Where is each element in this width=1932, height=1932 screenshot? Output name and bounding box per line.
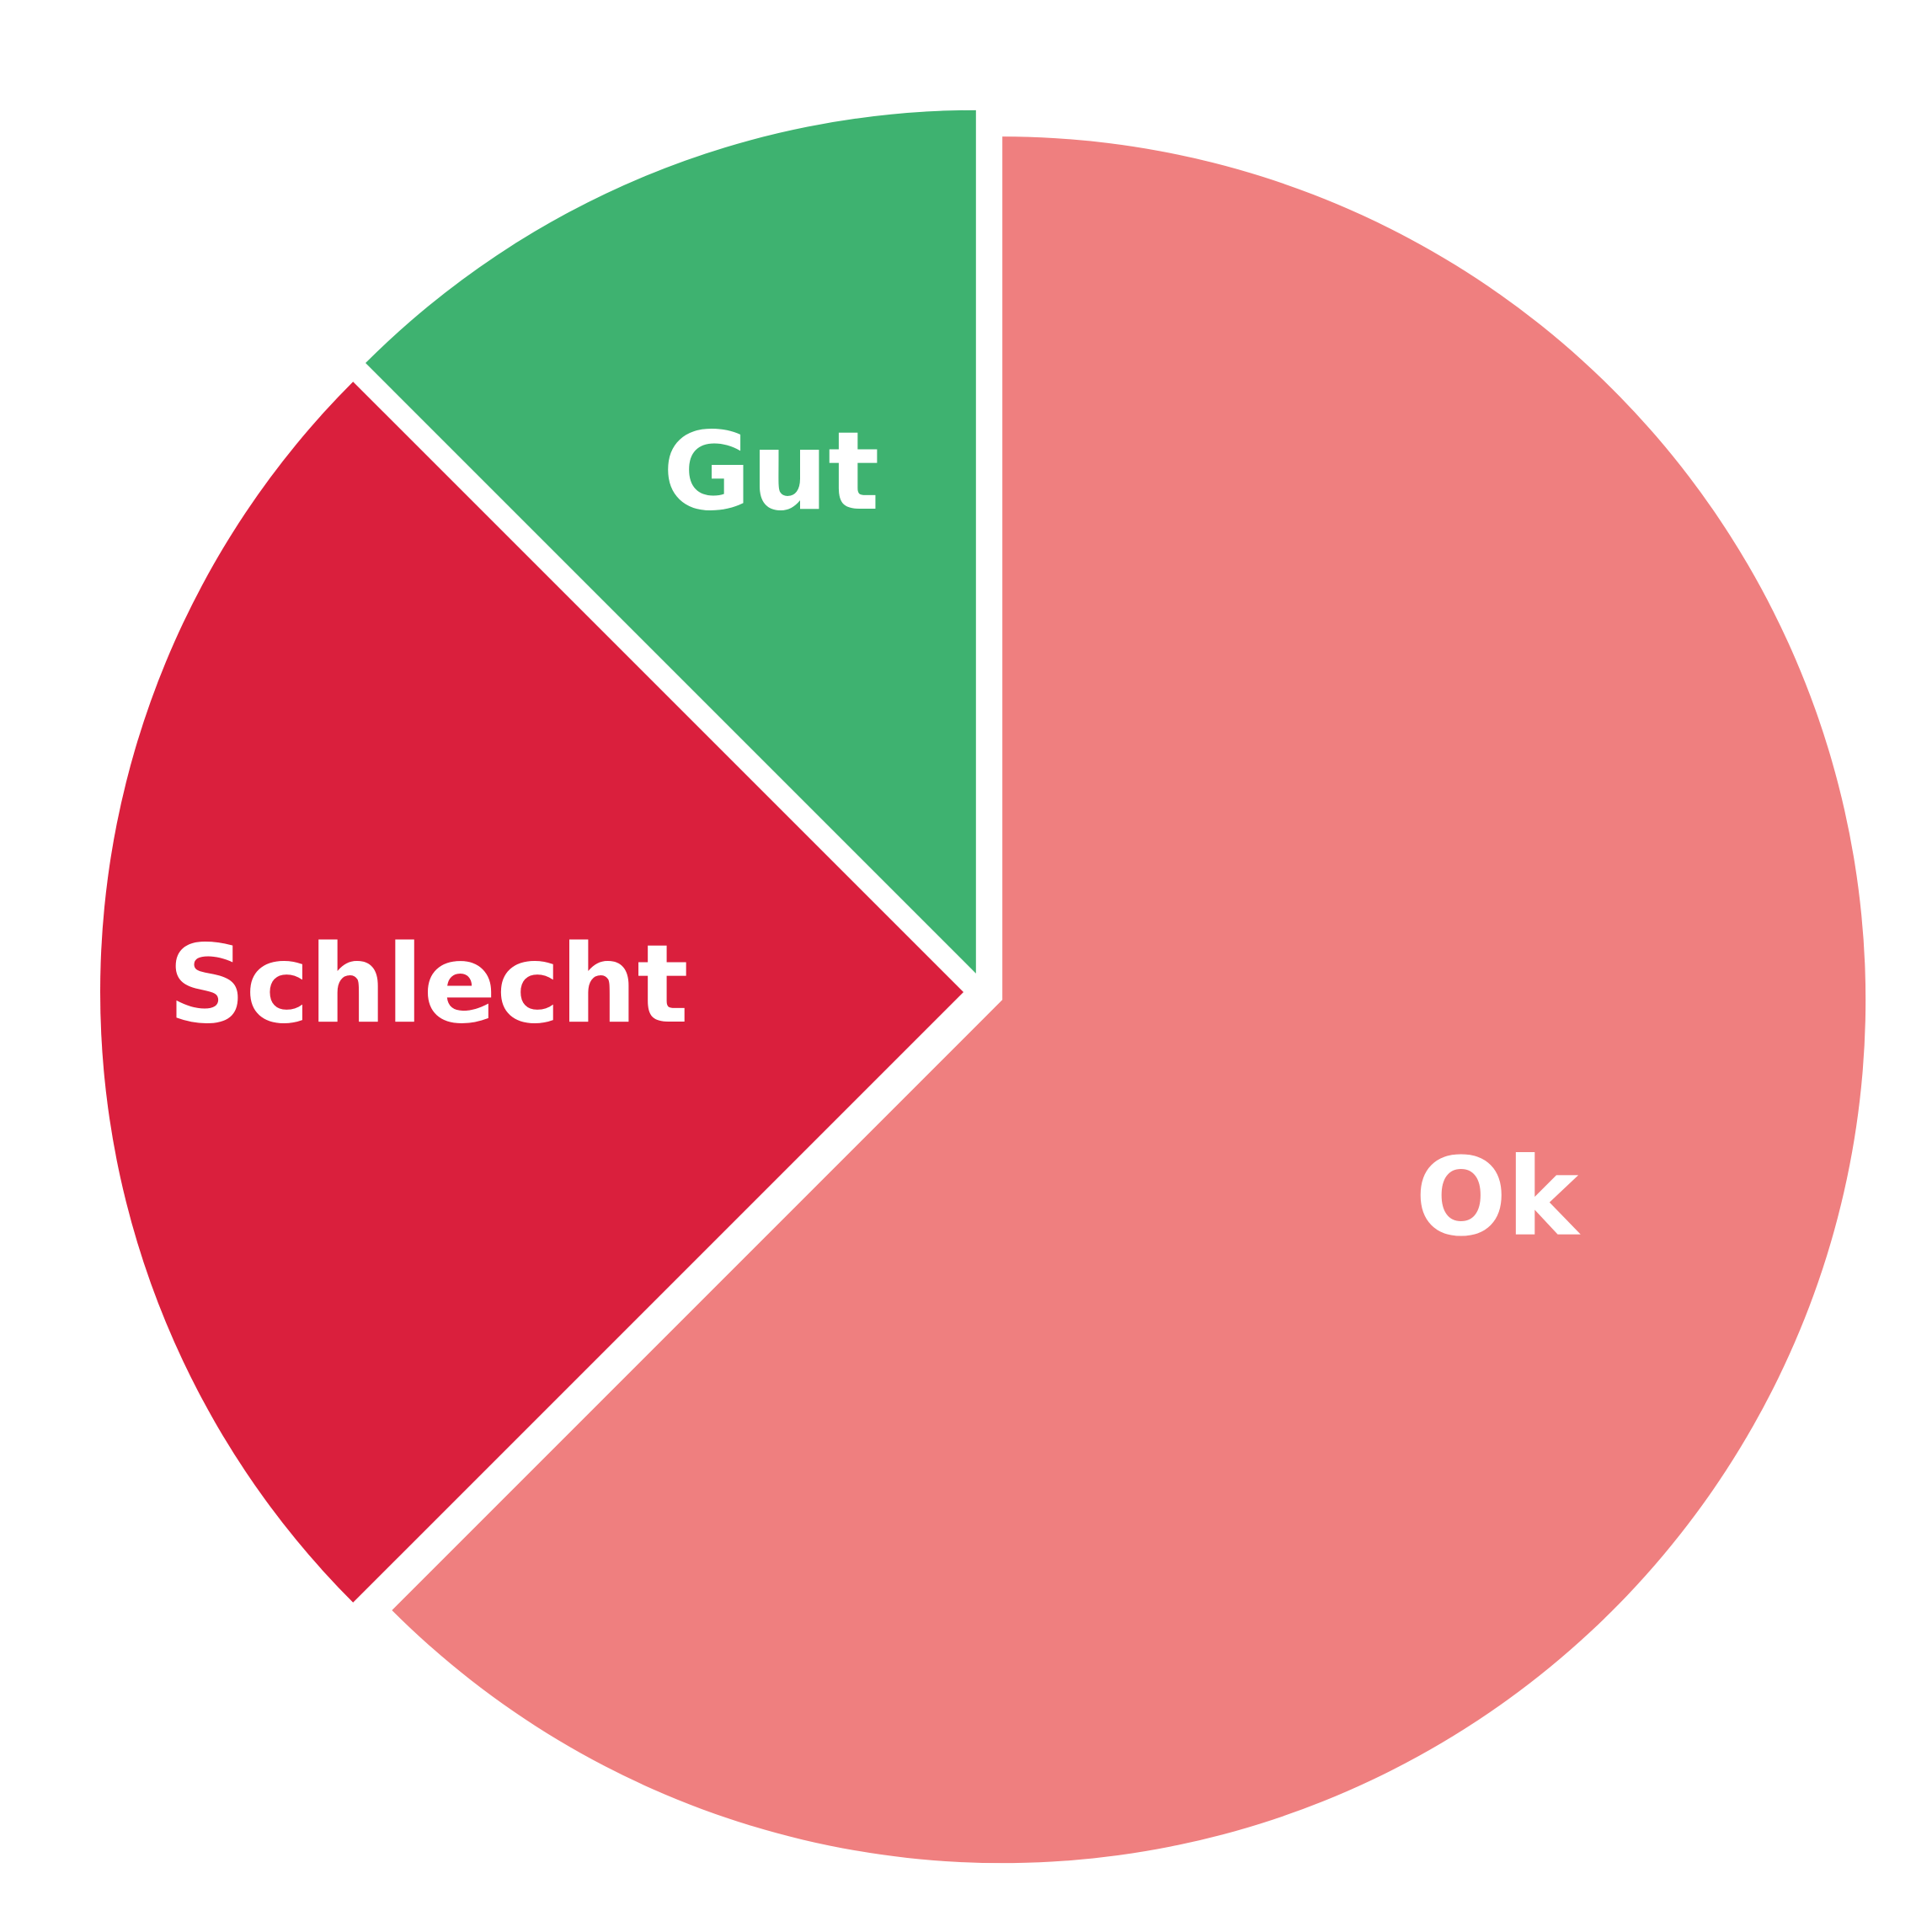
pie-slice-ok	[392, 136, 1866, 1864]
pie-slice-gut	[366, 109, 976, 974]
pie-slices	[99, 109, 1866, 1864]
slice-label-schlecht: Schlecht	[168, 922, 688, 1048]
pie-labels: Ok Schlecht Gut	[168, 409, 1581, 1261]
pie-slice-schlecht	[99, 382, 963, 1603]
slice-label-ok: Ok	[1415, 1135, 1581, 1261]
slice-label-gut: Gut	[663, 409, 879, 535]
